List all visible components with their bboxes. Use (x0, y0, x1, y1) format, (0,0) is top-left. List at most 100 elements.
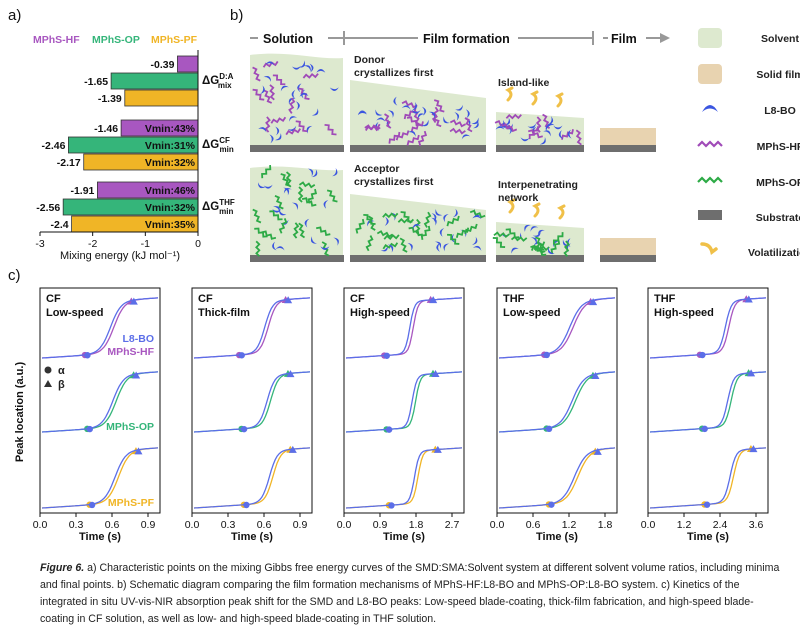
label-l8bo: L8-BO (123, 333, 155, 345)
op-molecule (298, 181, 316, 189)
x-tick-label: 2.7 (445, 519, 460, 531)
l8bo-molecule (309, 63, 314, 73)
op-molecule (469, 209, 486, 219)
l8bo-molecule (566, 238, 571, 248)
volatilization-arrow (532, 202, 541, 218)
op-molecule (298, 222, 306, 239)
hf-molecule (302, 72, 319, 79)
panel-a-legend: MPhS-HF MPhS-OP MPhS-PF (33, 34, 198, 46)
x-axis-label: Time (s) (383, 531, 425, 543)
op-molecule (492, 237, 506, 248)
l8bo-molecule (279, 209, 287, 216)
subplot-frame (647, 287, 769, 514)
l8bo-molecule (307, 168, 314, 177)
l8bo-molecule (543, 130, 551, 137)
l8bo-curve (345, 297, 463, 359)
stage-arrow-head (660, 33, 670, 43)
label-pf: MPhS-PF (108, 497, 155, 509)
legend-mphs-hf: MPhS-HF (33, 34, 80, 46)
hf-molecule (365, 123, 381, 132)
hf-molecule (406, 134, 420, 146)
x-tick-label: 0.0 (185, 519, 200, 531)
l8bo-molecule (428, 111, 436, 119)
bar-group-1: -1.46 Vmin:43% -2.46 Vmin:31% -2.17 Vmin:32% Δ… (42, 119, 234, 171)
op-curve (345, 371, 463, 433)
hf-molecule (410, 121, 424, 132)
op-molecule (292, 222, 300, 239)
bar-annotation: Vmin:35% (145, 219, 196, 231)
figure-caption: Figure 6. a) Characteristic points on th… (40, 560, 780, 628)
x-tick-label: 1.8 (598, 519, 613, 531)
l8bo-curve (649, 371, 767, 433)
top-row-molecules (252, 60, 582, 147)
bar-mphs-hf (177, 55, 199, 73)
l8bo-molecule (295, 101, 300, 111)
x-axis-label: Time (s) (79, 531, 121, 543)
bar-annotation: Vmin:31% (145, 140, 196, 152)
op-molecule (326, 189, 338, 203)
op-molecule (376, 230, 394, 238)
l8bo-molecule (263, 184, 273, 189)
l8bo-molecule (553, 240, 561, 248)
group-label: ΔGCF min (202, 136, 234, 154)
l8bo-molecule (387, 244, 394, 253)
l8bo-molecule (306, 125, 313, 134)
hf-molecule (285, 128, 302, 136)
bottom-substrates (250, 255, 656, 262)
x-tick-label: 0.0 (490, 519, 505, 531)
l8bo-molecule (558, 130, 564, 140)
l8bo-molecule (527, 123, 537, 129)
bar-annotation: Vmin:43% (145, 123, 196, 135)
l8bo-molecule (511, 247, 519, 254)
l8bo-molecule (567, 129, 572, 139)
panel-a-bar-chart: a) MPhS-HF MPhS-OP MPhS-PF -0.39 -1.65 -1.39… (8, 7, 235, 262)
bottom-solid-film (600, 238, 656, 255)
op-curve (649, 371, 767, 433)
legend-solid-film-swatch (698, 64, 722, 84)
alpha-marker (703, 501, 711, 508)
l8bo-molecule (530, 237, 537, 245)
x-tick-label: -3 (35, 238, 44, 250)
hf-molecule (262, 89, 273, 104)
subplot-mode: High-speed (350, 307, 410, 319)
beta-marker (744, 295, 753, 303)
legend-beta-label: β (58, 379, 65, 391)
l8bo-molecule (257, 182, 266, 189)
l8bo-molecule (258, 127, 267, 133)
subplot-mode: Thick-film (198, 307, 250, 319)
group-label: ΔGTHF min (202, 198, 235, 216)
l8bo-molecule (283, 187, 290, 196)
l8bo-curve (649, 297, 767, 359)
bar-value-label: -1.46 (94, 123, 118, 135)
bottom-caption-line2: crystallizes first (354, 176, 434, 188)
op-molecule (414, 218, 421, 236)
l8bo-molecule (263, 75, 271, 82)
alpha-marker (699, 351, 706, 359)
beta-marker (589, 298, 598, 306)
legend-mphs-op: MPhS-OP (92, 34, 140, 46)
subplot-mode: High-speed (654, 307, 714, 319)
l8bo-molecule (504, 117, 511, 126)
x-tick-label: 1.8 (409, 519, 424, 531)
l8bo-molecule (298, 60, 305, 68)
l8bo-molecule (265, 61, 275, 66)
l8bo-molecule (303, 65, 311, 72)
x-tick-label: 0.9 (293, 519, 308, 531)
bottom-solution-solvent (250, 166, 343, 255)
op-molecule (316, 226, 331, 237)
x-tick-label: 0.6 (257, 519, 272, 531)
l8bo-molecule (452, 208, 458, 218)
bar-value-label: -1.91 (70, 185, 94, 197)
bar-value-label: -1.39 (98, 93, 122, 105)
caption-text: a) Characteristic points on the mixing G… (40, 562, 780, 625)
x-axis-label: Time (s) (536, 531, 578, 543)
l8bo-curve (193, 297, 311, 359)
l8bo-molecule (291, 202, 298, 210)
op-molecule (552, 232, 564, 245)
op-molecule (261, 230, 277, 240)
legend-solvent-swatch (698, 28, 722, 48)
l8bo-curve (345, 447, 463, 509)
volatilization-arrow (557, 204, 566, 220)
subplot-cf-thick-film: CF Thick-film 0.0 0.3 0.6 0.9 Time (s) (185, 287, 313, 543)
hf-molecule (433, 99, 445, 113)
